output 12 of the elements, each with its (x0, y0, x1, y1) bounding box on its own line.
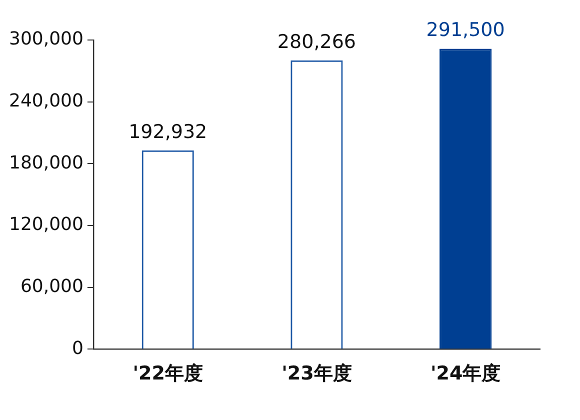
x-tick-label: '22年度 (132, 362, 203, 385)
y-tick-label: 0 (72, 338, 84, 359)
y-tick-label: 240,000 (8, 90, 84, 112)
y-tick-label: 300,000 (8, 28, 84, 50)
data-label: 192,932 (128, 120, 208, 143)
y-tick-label: 120,000 (8, 214, 84, 236)
y-tick-label: 180,000 (8, 152, 84, 174)
x-tick-label: '23年度 (282, 362, 352, 385)
data-label: 280,266 (277, 30, 356, 53)
y-tick-label: 60,000 (20, 276, 84, 298)
x-tick-label: '24年度 (430, 362, 501, 385)
data-label: 291,500 (426, 19, 505, 42)
